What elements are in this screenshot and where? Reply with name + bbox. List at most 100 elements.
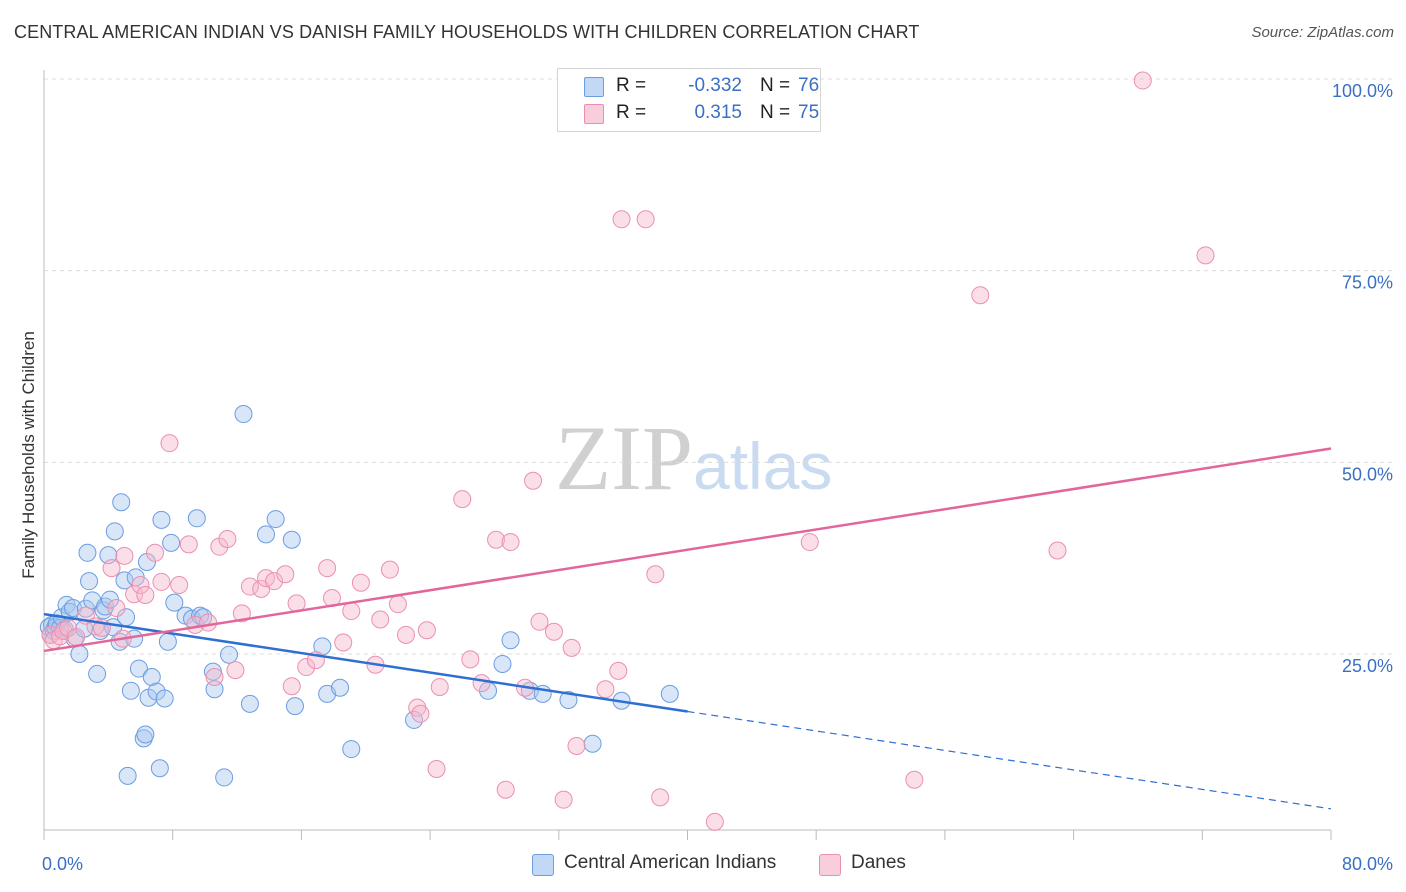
data-point — [1048, 541, 1067, 560]
trend-line-central-american-indians — [43, 612, 688, 713]
data-point — [501, 533, 520, 552]
data-point — [596, 680, 615, 699]
x-tick-label-min: 0.0% — [42, 854, 83, 874]
legend-n-value: 75 — [798, 102, 820, 123]
data-point — [351, 573, 370, 592]
data-point — [70, 645, 89, 663]
data-point — [152, 572, 171, 591]
data-point — [136, 725, 155, 744]
data-point — [427, 760, 446, 778]
data-point — [562, 638, 581, 657]
series-danes — [41, 71, 1215, 831]
data-point — [257, 525, 276, 544]
data-point — [496, 780, 515, 799]
tick-labels: 25.0% 50.0% 75.0% 100.0% 0.0% 80.0% — [42, 81, 1393, 874]
data-point — [530, 612, 549, 631]
points — [39, 71, 1215, 831]
data-point — [282, 530, 301, 549]
data-point — [266, 510, 285, 529]
data-point — [524, 471, 543, 490]
watermark: ZIPatlas — [555, 405, 832, 511]
watermark-atlas: atlas — [693, 429, 833, 503]
data-point — [411, 704, 430, 723]
x-tick-label-max: 80.0% — [1342, 854, 1393, 874]
data-point — [493, 654, 512, 673]
data-point — [187, 509, 206, 528]
bottom-legend-label: Danes — [851, 852, 906, 873]
data-point — [146, 543, 165, 562]
data-point — [218, 530, 237, 548]
data-point — [342, 602, 361, 621]
data-point — [583, 734, 602, 753]
y-tick-label: 100.0% — [1332, 81, 1393, 101]
data-point — [971, 286, 990, 305]
data-point — [78, 543, 97, 562]
chart-source: Source: ZipAtlas.com — [1251, 24, 1394, 41]
data-point — [297, 658, 316, 677]
data-point — [282, 677, 301, 696]
watermark-zip: ZIP — [555, 407, 693, 509]
bottom-legend-swatch — [819, 854, 841, 876]
data-point — [371, 610, 390, 629]
data-point — [705, 812, 724, 831]
data-point — [107, 599, 126, 617]
data-point — [318, 559, 337, 578]
trend-lines — [43, 447, 1332, 810]
data-point — [544, 622, 563, 641]
data-point — [417, 621, 436, 640]
data-point — [150, 759, 169, 778]
data-point — [453, 490, 472, 509]
data-point — [646, 565, 665, 584]
data-point — [179, 535, 198, 554]
data-point — [232, 604, 251, 623]
data-point — [215, 768, 234, 787]
data-point — [155, 689, 174, 708]
trend-line-danes — [43, 447, 1332, 653]
data-point — [165, 593, 184, 612]
data-point — [651, 788, 670, 807]
legend-n-label: N = — [760, 102, 791, 123]
data-point — [220, 645, 239, 664]
data-point — [276, 565, 295, 584]
data-point — [554, 790, 573, 809]
data-point — [121, 681, 140, 700]
data-point — [115, 546, 134, 565]
data-point — [152, 510, 171, 529]
data-point — [205, 680, 224, 699]
data-point — [1133, 71, 1152, 90]
data-point — [105, 522, 124, 541]
data-point — [170, 576, 189, 594]
trend-line-extension — [687, 710, 1332, 810]
data-point — [559, 691, 578, 709]
data-point — [487, 530, 506, 549]
data-point — [609, 661, 628, 680]
data-point — [1196, 246, 1215, 265]
bottom-legend-swatch — [532, 854, 554, 876]
data-point — [636, 210, 655, 229]
data-point — [342, 740, 361, 759]
data-point — [234, 405, 253, 424]
axes — [43, 70, 1332, 840]
data-point — [160, 434, 179, 453]
data-point — [129, 659, 148, 678]
legend-n-label: N = — [760, 75, 791, 96]
data-point — [472, 674, 491, 693]
data-point — [380, 560, 399, 579]
chart-title: CENTRAL AMERICAN INDIAN VS DANISH FAMILY… — [14, 22, 920, 42]
data-point — [285, 697, 304, 716]
data-point — [226, 661, 245, 680]
data-point — [88, 664, 107, 683]
data-point — [800, 533, 819, 552]
data-point — [240, 694, 259, 713]
legend-n-value: 76 — [798, 75, 820, 96]
y-axis-label: Family Households with Children — [19, 331, 38, 579]
data-point — [501, 631, 520, 650]
bottom-legend-label: Central American Indians — [564, 852, 777, 873]
data-point — [612, 210, 631, 229]
data-point — [199, 613, 218, 632]
data-point — [334, 633, 353, 652]
data-point — [660, 684, 679, 703]
legend-r-label: R = — [616, 75, 647, 96]
legend-swatch — [584, 77, 604, 97]
